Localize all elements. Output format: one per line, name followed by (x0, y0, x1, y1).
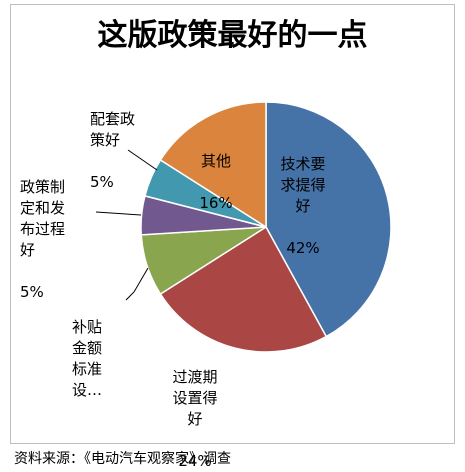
slice-label-tech: 技术要 求提得 好 42% (268, 133, 338, 259)
slice-label-supporting-text: 配套政 策好 (90, 110, 136, 149)
slice-value-tech: 42% (286, 239, 320, 257)
slice-label-supporting: 配套政 策好 5% (90, 88, 160, 193)
slice-tech (265, 101, 392, 338)
slice-other (159, 101, 267, 229)
slice-label-transition: 过渡期 设置得 好 24% (160, 346, 230, 472)
leader-process (95, 211, 142, 216)
leader-subsidy (125, 267, 149, 301)
slice-label-process: 政策制 定和发 布过程 好 5% (20, 156, 90, 303)
slice-value-other: 16% (199, 194, 233, 212)
slice-label-other-text: 其他 (200, 152, 231, 170)
slice-label-tech-text: 技术要 求提得 好 (280, 155, 326, 215)
slice-value-supporting: 5% (90, 173, 114, 191)
slice-value-process: 5% (20, 283, 44, 301)
leader-supporting (127, 149, 158, 171)
slice-label-subsidy-text: 补贴 金额 标准 设… (72, 318, 103, 399)
slice-label-subsidy: 补贴 金额 标准 设… (72, 296, 122, 401)
source-note: 资料来源：《电动汽车观察家》调查 (14, 451, 231, 467)
slice-label-other: 其他 16% (186, 130, 246, 214)
chart-title: 这版政策最好的一点 (97, 18, 368, 53)
slice-transition (159, 225, 328, 353)
slice-label-process-text: 政策制 定和发 布过程 好 (20, 178, 66, 259)
slice-label-transition-text: 过渡期 设置得 好 (172, 368, 218, 428)
slice-value-transition: 24% (178, 452, 212, 470)
